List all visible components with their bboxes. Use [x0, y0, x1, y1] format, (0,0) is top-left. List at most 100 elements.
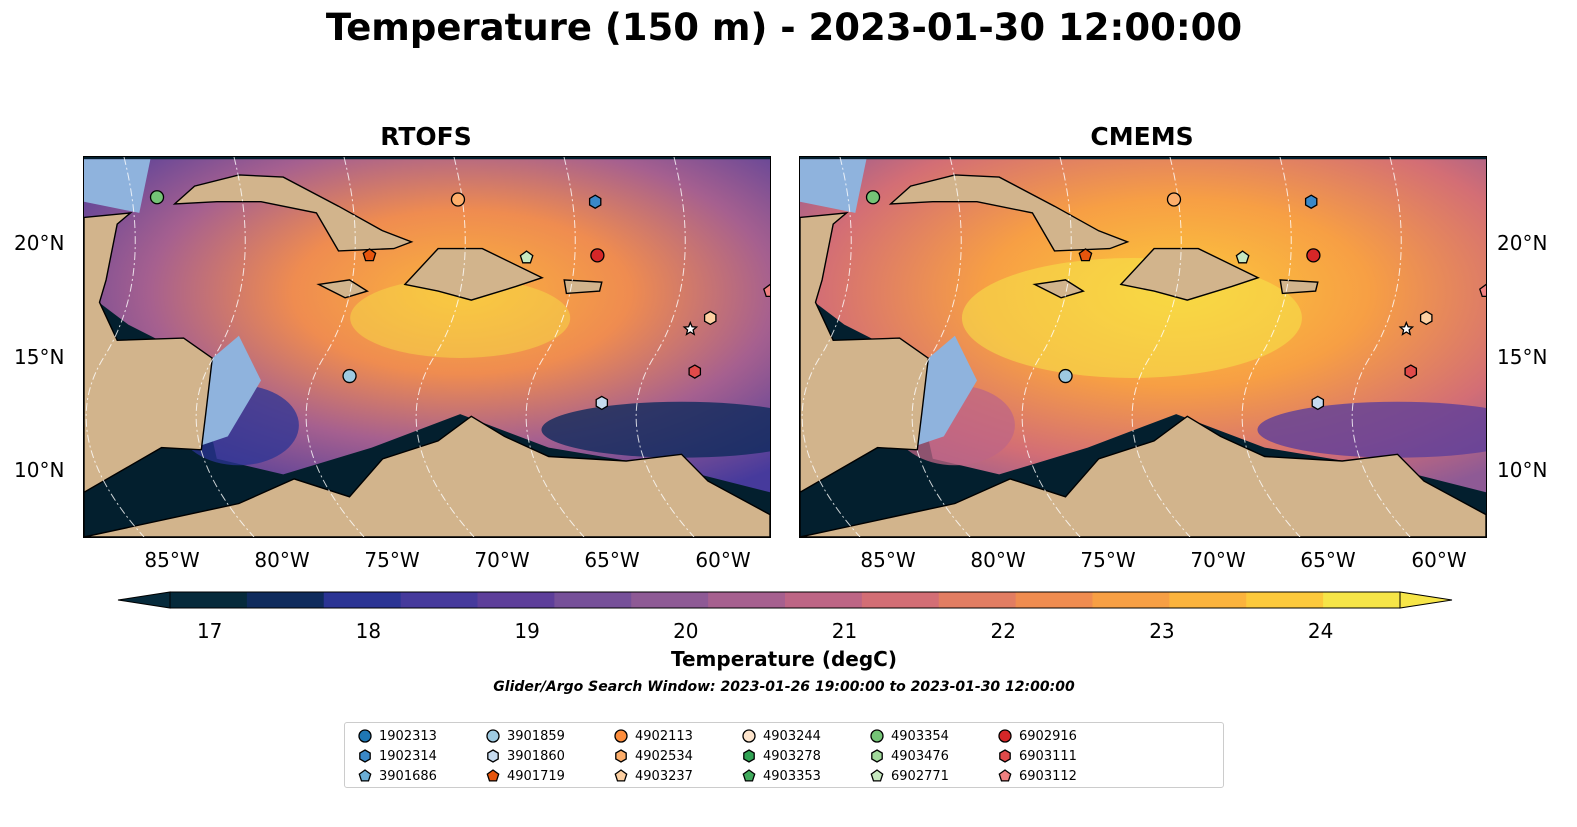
land-southam	[84, 211, 214, 537]
float-marker-2	[1304, 194, 1318, 209]
float-marker-0	[149, 190, 165, 205]
legend-marker	[486, 769, 500, 782]
legend-entry: 6903112	[997, 767, 1077, 785]
legend-label: 6903111	[1019, 748, 1077, 764]
legend-marker	[998, 769, 1012, 782]
float-marker-10	[688, 364, 702, 379]
lat-label-20n-right: 20°N	[1497, 231, 1548, 255]
float-marker-5	[1306, 248, 1321, 263]
legend-entry: 3901686	[357, 767, 437, 785]
legend-marker	[359, 749, 371, 763]
legend-entry: 4903353	[741, 767, 821, 785]
legend-entry: 4903476	[869, 747, 949, 765]
legend-marker	[998, 729, 1012, 743]
lon-label-85w-left: 85°W	[144, 548, 200, 572]
legend-entry: 4901719	[485, 767, 565, 785]
lon-label-65w-right: 65°W	[1300, 548, 1356, 572]
legend-label: 4903476	[891, 748, 949, 764]
legend-label: 4903278	[763, 748, 821, 764]
land-cuba	[172, 174, 414, 252]
colorbar-tick-label: 24	[1307, 619, 1334, 643]
colorbar-segment-7	[708, 592, 786, 608]
legend-marker	[743, 749, 755, 763]
legend-label: 4903354	[891, 728, 949, 744]
colorbar-extend-max	[1399, 591, 1453, 609]
map-panel-rtofs	[83, 156, 771, 538]
colorbar-segment-10	[938, 592, 1017, 608]
legend-marker	[870, 729, 884, 743]
float-marker-11	[595, 395, 609, 411]
legend-label: 4903237	[635, 768, 693, 784]
colorbar-segment-11	[1015, 592, 1093, 608]
legend-marker	[487, 749, 499, 763]
legend-marker	[358, 729, 372, 743]
float-marker-4	[519, 250, 534, 264]
land-puertorico	[1279, 279, 1319, 295]
colorbar-tick-label: 23	[1149, 619, 1175, 643]
legend-marker	[870, 769, 884, 782]
colorbar-tick-label: 20	[673, 619, 699, 643]
colorbar-tick-label: 19	[514, 619, 540, 643]
colorbar-segment-8	[785, 592, 863, 608]
colorbar-segment-5	[554, 592, 632, 608]
float-marker-6	[763, 283, 770, 298]
lon-label-70w-left: 70°W	[474, 548, 530, 572]
lon-label-70w-right: 70°W	[1190, 548, 1246, 572]
float-marker-9	[342, 368, 357, 384]
land-cuba	[888, 174, 1130, 252]
colorbar-extend-min	[117, 591, 171, 609]
legend-entry: 4903278	[741, 747, 821, 765]
colorbar-segment-12	[1092, 592, 1170, 608]
legend-marker	[615, 749, 627, 763]
legend-entry: 4903237	[613, 767, 693, 785]
legend-label: 4903244	[763, 728, 821, 744]
search-window-note: Glider/Argo Search Window: 2023-01-26 19…	[493, 679, 1075, 695]
map-canvas	[84, 157, 770, 537]
lat-label-10n-left: 10°N	[14, 458, 65, 482]
lon-label-60w-left: 60°W	[695, 548, 751, 572]
land-jamaica	[1032, 279, 1085, 299]
legend-entry: 6902916	[997, 727, 1077, 745]
legend-entry: 4903354	[869, 727, 949, 745]
colorbar-segment-1	[246, 592, 325, 608]
land-jamaica	[316, 279, 369, 299]
legend-entry: 3901859	[485, 727, 565, 745]
colorbar-segment-4	[477, 592, 555, 608]
lat-label-15n-right: 15°N	[1497, 345, 1548, 369]
colorbar-tick-label: 22	[990, 619, 1016, 643]
legend-label: 6903112	[1019, 768, 1077, 784]
float-marker-11	[1311, 395, 1325, 411]
float-marker-9	[1058, 368, 1073, 384]
panel-title-cmems: CMEMS	[1090, 122, 1194, 151]
legend-label: 4902534	[635, 748, 693, 764]
float-legend: 1902313 1902314 3901686 3901859 3901860 49017…	[344, 722, 1224, 788]
legend-label: 1902313	[379, 728, 437, 744]
float-marker-6	[1479, 283, 1486, 298]
legend-label: 3901860	[507, 748, 565, 764]
float-marker-1	[450, 192, 466, 207]
panel-title-rtofs: RTOFS	[380, 122, 472, 151]
land-puertorico	[563, 279, 603, 295]
colorbar-label: Temperature (degC)	[671, 647, 897, 671]
legend-entry: 6903111	[997, 747, 1077, 765]
colorbar-segment-3	[400, 592, 478, 608]
legend-label: 4903353	[763, 768, 821, 784]
legend-marker	[742, 769, 756, 782]
float-marker-8	[1398, 320, 1415, 336]
legend-marker	[358, 769, 372, 782]
lon-label-75w-left: 75°W	[364, 548, 420, 572]
colorbar-segment-13	[1169, 592, 1247, 608]
lon-label-80w-left: 80°W	[254, 548, 310, 572]
float-marker-7	[1419, 310, 1433, 326]
land-southam	[800, 211, 930, 537]
legend-entry: 3901860	[485, 747, 565, 765]
float-marker-4	[1235, 250, 1250, 264]
legend-entry: 4902534	[613, 747, 693, 765]
float-marker-3	[362, 248, 377, 262]
lon-label-85w-right: 85°W	[860, 548, 916, 572]
land-southam2	[84, 415, 770, 537]
legend-entry: 1902314	[357, 747, 437, 765]
legend-label: 3901859	[507, 728, 565, 744]
colorbar-segment-15	[1323, 592, 1401, 608]
legend-marker	[871, 749, 883, 763]
